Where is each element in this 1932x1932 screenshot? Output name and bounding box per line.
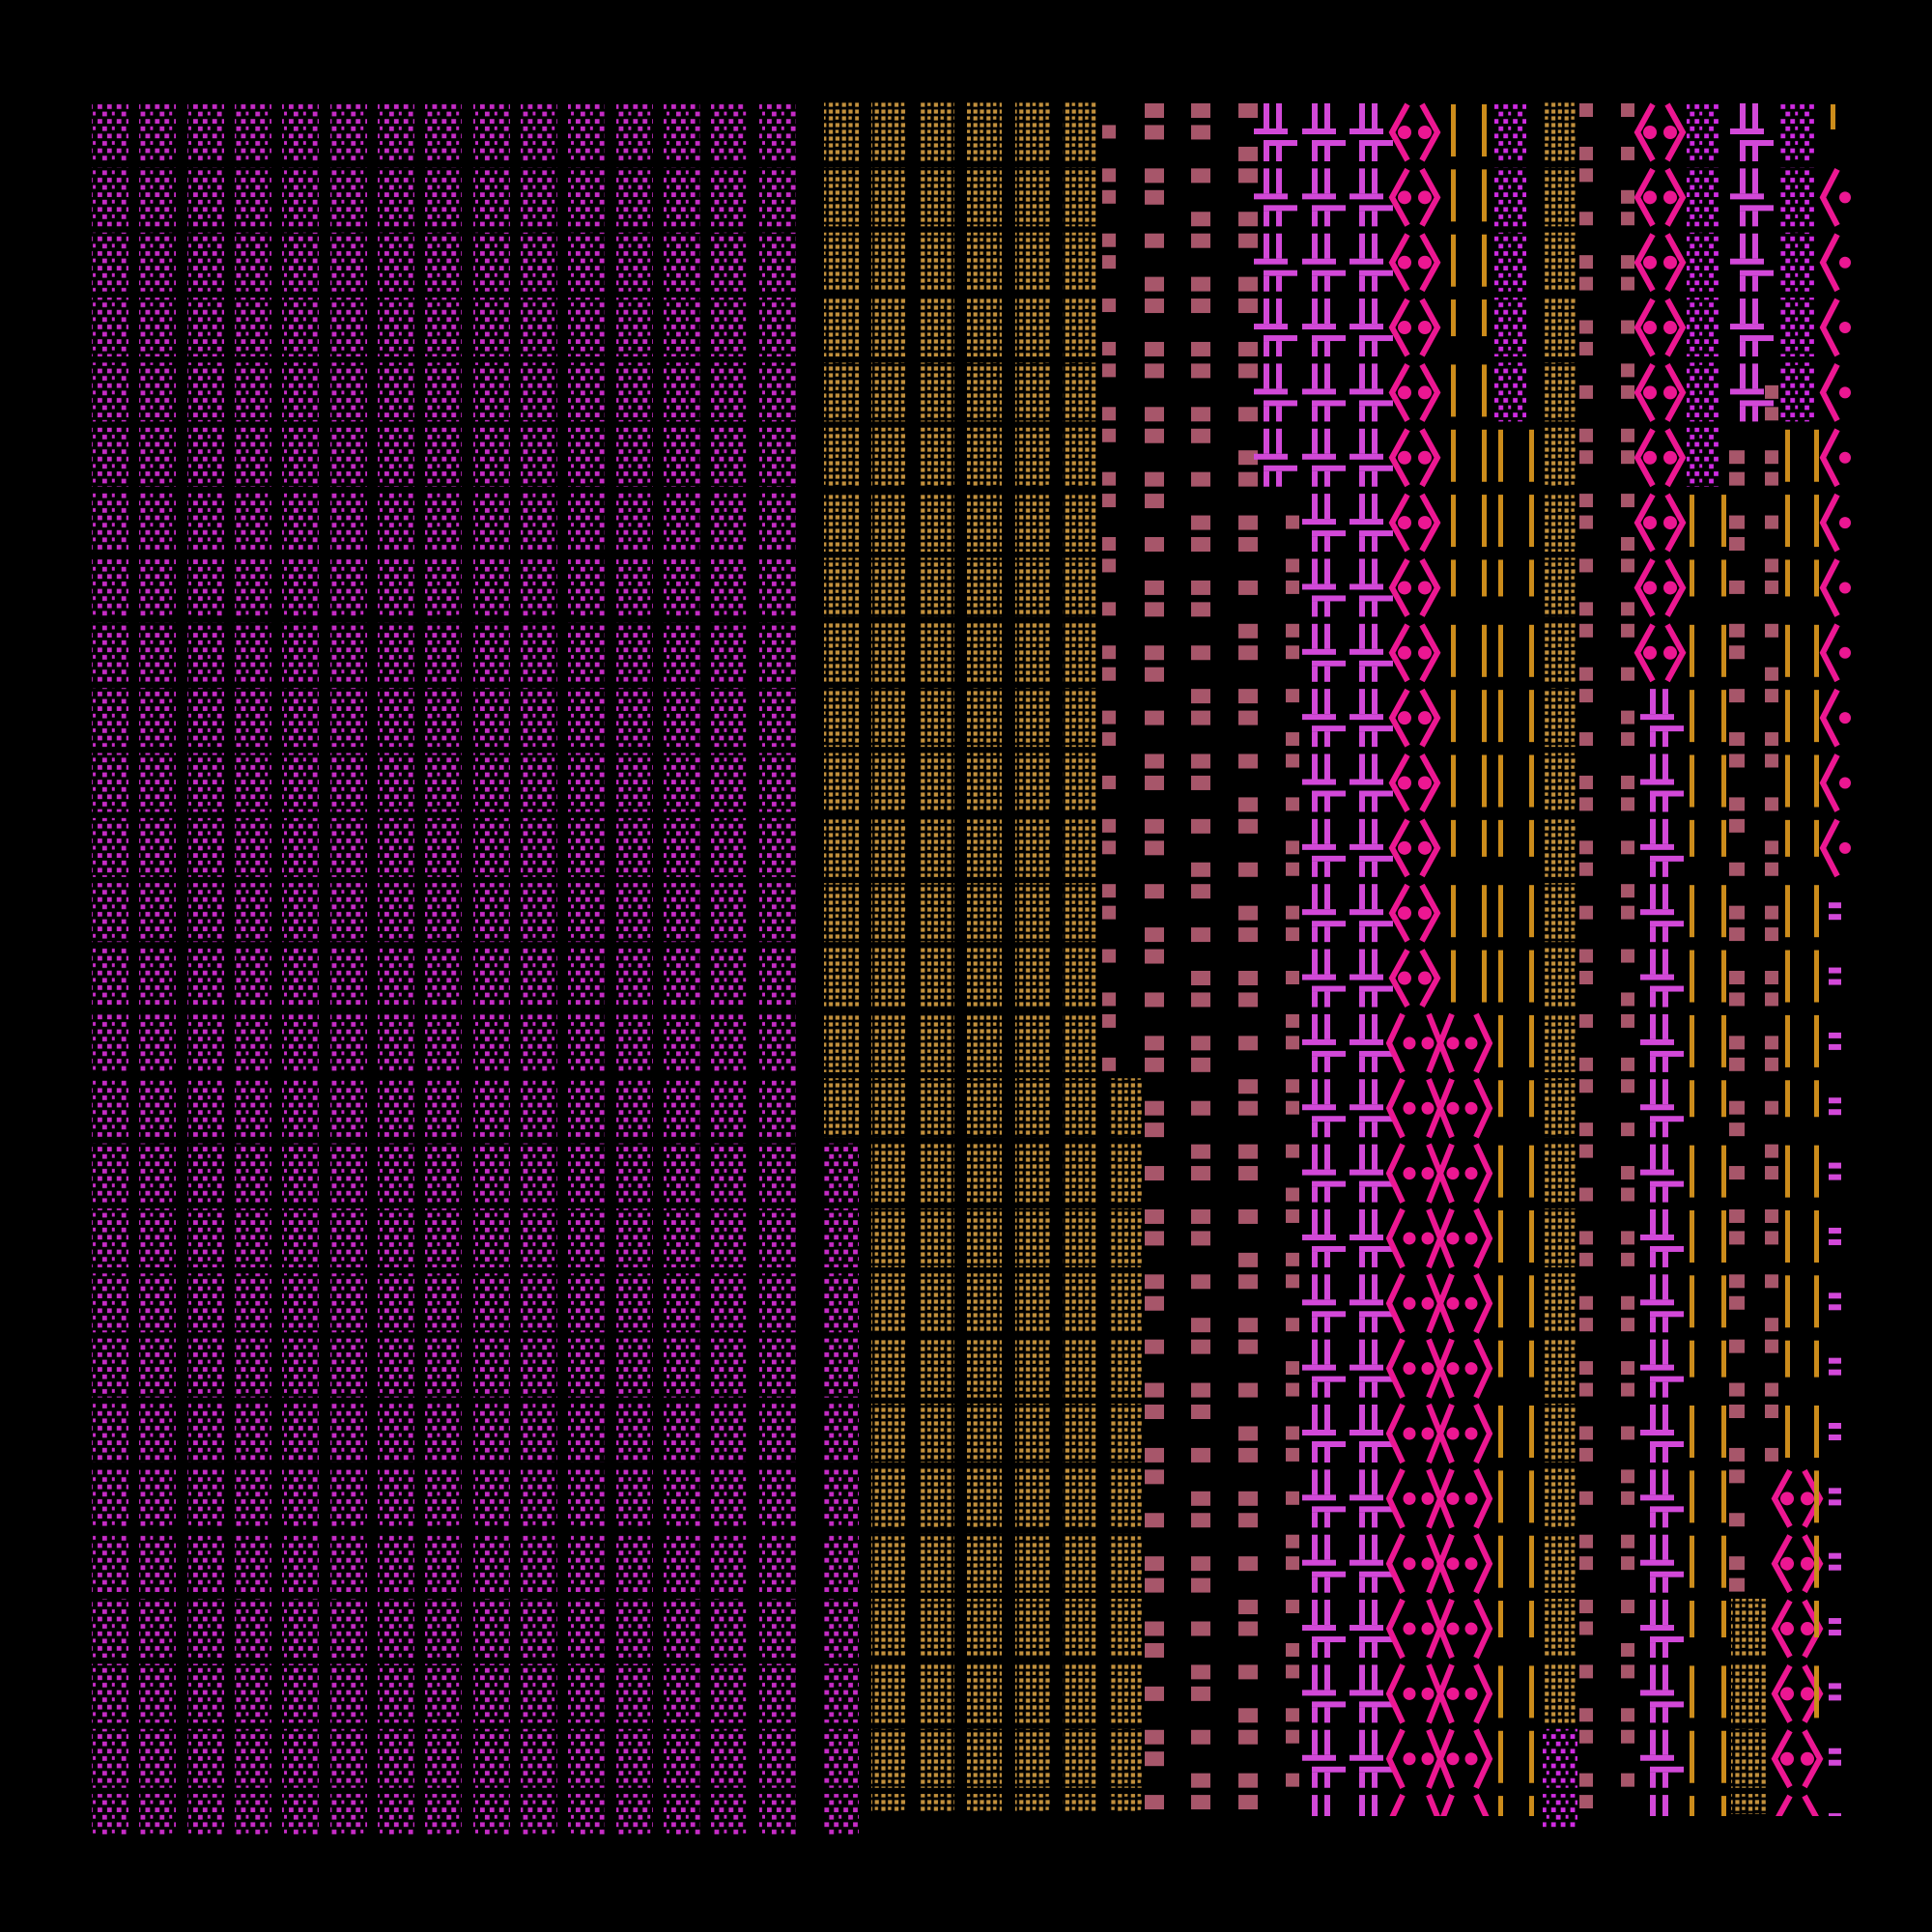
glyph-column-31 (1494, 102, 1526, 1816)
segment-broken-vertical-bar-gold (1831, 104, 1835, 129)
segment-sparse-dot-block-magenta (759, 102, 796, 1834)
glyph-column-8 (473, 102, 510, 1834)
segment-sparse-dot-block-violet (1543, 1728, 1577, 1829)
glyph-column-32 (1529, 429, 1534, 1816)
glyph-column-12 (664, 102, 700, 1834)
glyph-column-38 (1721, 495, 1726, 1816)
glyph-column-21 (1102, 125, 1142, 1813)
segment-sparse-dot-block-magenta (711, 102, 748, 1834)
segment-broken-vertical-bar-gold (1690, 495, 1694, 1816)
glyph-column-35 (1621, 103, 1634, 1787)
glyph-column-16 (871, 102, 906, 1813)
glyph-column-9 (521, 102, 557, 1834)
segment-sparse-dot-block-magenta (187, 102, 224, 1834)
glyph-column-15 (824, 102, 859, 1834)
segment-solid-square-mauve (1621, 103, 1634, 1787)
glyph-column-11 (616, 102, 653, 1834)
segment-broken-vertical-bar-gold (1814, 429, 1819, 1719)
glyph-column-43 (1823, 104, 1851, 1816)
glyph-column-19 (1015, 102, 1050, 1813)
segment-sparse-dot-block-magenta (616, 102, 653, 1834)
segment-sparse-dot-block-magenta (378, 102, 414, 1834)
glyph-column-18 (967, 102, 1002, 1813)
glyph-column-14 (759, 102, 796, 1834)
segment-dense-dot-block-gold (824, 102, 859, 1138)
segment-sparse-dot-block-magenta (139, 102, 176, 1834)
segment-dense-dot-block-gold (967, 102, 1002, 1813)
segment-broken-vertical-bar-gold (1451, 104, 1456, 1003)
segment-dense-dot-block-gold (1015, 102, 1050, 1813)
segment-dense-dot-block-gold (1731, 1599, 1766, 1814)
glyph-column-25 (1254, 103, 1299, 1787)
segment-sparse-dot-block-magenta (92, 102, 128, 1834)
glyph-column-13 (711, 102, 748, 1834)
segment-sparse-dot-block-violet (1494, 102, 1526, 422)
glyph-column-2 (187, 102, 224, 1834)
glyph-column-39 (1729, 103, 1774, 1814)
segment-solid-square-mauve (1102, 125, 1116, 1071)
segment-sparse-dot-block-magenta (235, 102, 271, 1834)
glyph-column-24 (1238, 103, 1258, 1810)
segment-solid-square-mauve (1238, 103, 1258, 1810)
segment-solid-square-mauve (1579, 103, 1593, 1809)
segment-sparse-dot-block-magenta (664, 102, 700, 1834)
segment-dense-dot-block-gold (1109, 1078, 1142, 1813)
glyph-column-23 (1191, 103, 1210, 1810)
segment-solid-square-mauve (1729, 450, 1745, 1592)
segment-broken-vertical-bar-gold (1498, 429, 1503, 1816)
glyph-column-33 (1543, 102, 1577, 1829)
segment-sparse-dot-block-magenta (282, 102, 319, 1834)
segment-broken-vertical-bar-gold (1482, 104, 1487, 1003)
segment-sparse-dot-block-magenta (521, 102, 557, 1834)
glyph-column-7 (425, 102, 462, 1834)
segment-solid-square-mauve (1286, 515, 1299, 1787)
glyph-column-0 (92, 102, 128, 1834)
glyph-column-3 (235, 102, 271, 1834)
segment-solid-square-mauve (1765, 384, 1778, 1462)
segment-broken-vertical-bar-gold (1721, 495, 1726, 1816)
segment-sparse-dot-block-magenta (568, 102, 605, 1834)
glyph-column-41 (1785, 429, 1790, 1458)
segment-sparse-dot-block-magenta (425, 102, 462, 1834)
segment-sparse-dot-block-violet (1780, 102, 1814, 422)
glyph-column-20 (1063, 102, 1097, 1813)
glyph-column-5 (330, 102, 367, 1834)
glyph-column-10 (568, 102, 605, 1834)
segment-broken-vertical-bar-gold (1529, 429, 1534, 1816)
glyph-column-30 (1482, 104, 1487, 1003)
segment-dense-dot-block-gold (1543, 102, 1577, 1723)
segment-solid-square-mauve (1145, 103, 1164, 1810)
glyph-column-4 (282, 102, 319, 1834)
segment-broken-vertical-bar-gold (1785, 429, 1790, 1458)
glyph-column-42 (1814, 429, 1819, 1719)
segment-dense-dot-block-gold (920, 102, 954, 1813)
glyph-column-1 (139, 102, 176, 1834)
glyph-column-37 (1687, 102, 1719, 1816)
glyph-column-29 (1451, 104, 1456, 1003)
glyph-column-22 (1145, 103, 1164, 1810)
glyph-column-40 (1765, 102, 1820, 1852)
segment-sparse-dot-block-magenta (824, 1143, 859, 1834)
segment-solid-square-mauve (1191, 103, 1210, 1810)
segment-dense-dot-block-gold (1063, 102, 1097, 1813)
glyph-column-34 (1579, 103, 1593, 1809)
glyph-column-17 (920, 102, 954, 1813)
glyph-column-6 (378, 102, 414, 1834)
segment-sparse-dot-block-magenta (330, 102, 367, 1834)
segment-sparse-dot-block-violet (1687, 102, 1719, 487)
segment-dense-dot-block-gold (871, 102, 906, 1813)
segment-sparse-dot-block-magenta (473, 102, 510, 1834)
